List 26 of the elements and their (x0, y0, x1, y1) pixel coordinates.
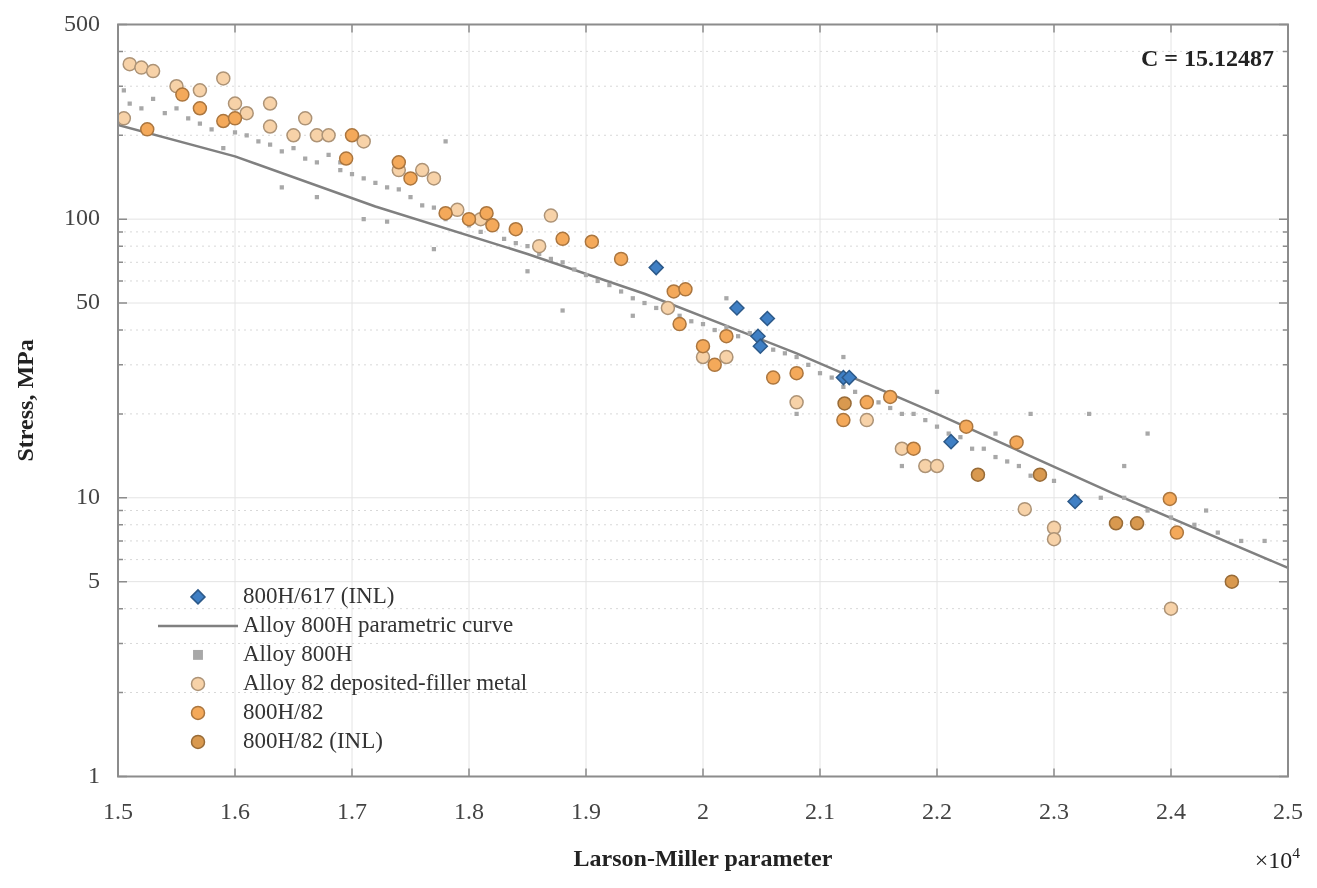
x-tick-label: 2.5 (1273, 798, 1303, 825)
legend-label: Alloy 800H (243, 640, 353, 666)
legend-label: Alloy 82 deposited-filler metal (243, 669, 528, 695)
y-tick-label: 50 (76, 288, 100, 315)
x-tick-label: 1.7 (337, 798, 367, 825)
annotation: C = 15.12487 (1140, 45, 1275, 72)
x-axis-title: Larson-Miller parameter (573, 844, 833, 871)
x-tick-label: 1.9 (571, 798, 601, 825)
y-tick-label: 1 (88, 761, 100, 788)
y-axis-title: Stress, MPa (11, 339, 38, 462)
x-tick-label: 2.1 (805, 798, 835, 825)
legend-label: Alloy 800H parametric curve (243, 611, 514, 637)
y-tick-label: 500 (64, 9, 100, 36)
y-tick-label: 100 (64, 204, 100, 231)
x-tick-label: 1.6 (220, 798, 250, 825)
x-tick-label: 2.4 (1156, 798, 1186, 825)
x-tick-label: 1.8 (454, 798, 484, 825)
x-tick-label: 1.5 (103, 798, 133, 825)
x-tick-label: 2 (697, 798, 709, 825)
x-tick-label: 2.3 (1039, 798, 1069, 825)
legend-label: 800H/82 (243, 698, 324, 724)
legend-label: 800H/82 (INL) (243, 727, 383, 753)
legend-label: 800H/617 (INL) (243, 582, 395, 608)
y-tick-label: 10 (76, 483, 100, 510)
y-tick-label: 5 (88, 566, 100, 593)
x-tick-label: 2.2 (922, 798, 952, 825)
